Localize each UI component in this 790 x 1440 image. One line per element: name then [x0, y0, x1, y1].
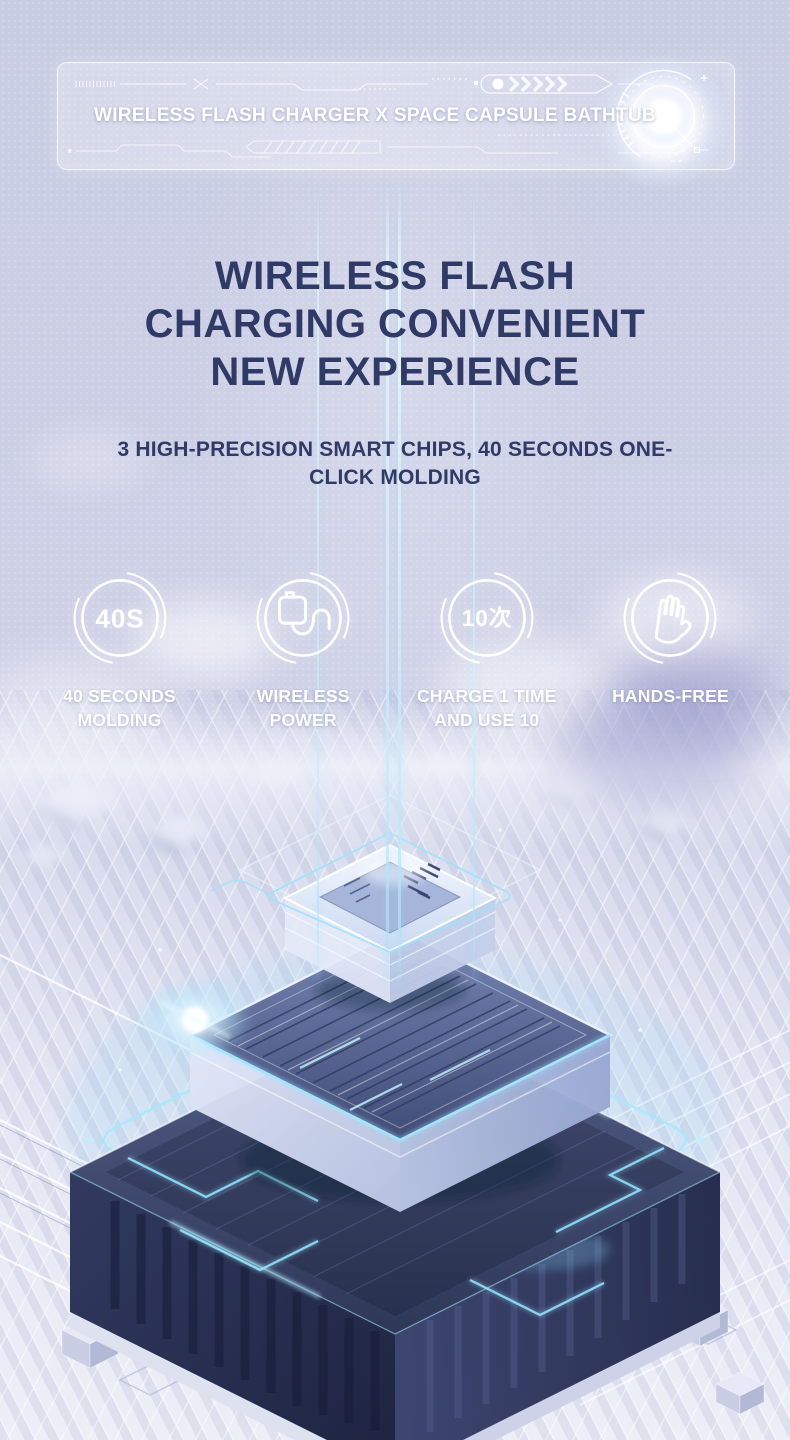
wireless-power-icon [256, 571, 350, 665]
feature-label: WIRELESS POWER [256, 686, 350, 730]
feature-item-wireless-power: WIRELESS POWER [212, 570, 395, 732]
feature-item-40-seconds: 40S 40 SECONDS MOLDING [28, 570, 211, 732]
banner-title: WIRELESS FLASH CHARGER X SPACE CAPSULE B… [94, 105, 657, 126]
badge-10-times-icon: 10次 [440, 571, 534, 665]
glow-flare [137, 980, 253, 1060]
product-banner: WIRELESS FLASH CHARGER X SPACE CAPSULE B… [57, 55, 735, 190]
feature-item-hands-free: HANDS-FREE [579, 570, 762, 732]
feature-item-10-times: 10次 CHARGE 1 TIME AND USE 10 [395, 570, 578, 732]
hands-free-icon [624, 571, 717, 665]
badge-40s-text: 40S [95, 604, 144, 634]
page-title: WIRELESS FLASH CHARGING CONVENIENT NEW E… [0, 252, 790, 396]
headline-line-1: WIRELESS FLASH [214, 254, 576, 298]
chip-middle-layer [187, 928, 613, 1212]
headline-line-2: CHARGING CONVENIENT [144, 302, 646, 346]
features-row: 40S 40 SECONDS MOLDING WIRELESS POWER 10… [28, 570, 762, 732]
badge-10-times-text: 10次 [462, 605, 513, 631]
feature-label: HANDS-FREE [612, 686, 729, 706]
lens-flare-emblem [616, 69, 711, 164]
badge-40s-icon: 40S [73, 571, 166, 665]
subheadline: 3 HIGH-PRECISION SMART CHIPS, 40 SECONDS… [117, 438, 673, 489]
headline-line-3: NEW EXPERIENCE [210, 350, 580, 394]
feature-label: 40 SECONDS MOLDING [63, 686, 176, 730]
chip-stack-render [0, 754, 790, 1440]
feature-label: CHARGE 1 TIME AND USE 10 [416, 686, 557, 730]
